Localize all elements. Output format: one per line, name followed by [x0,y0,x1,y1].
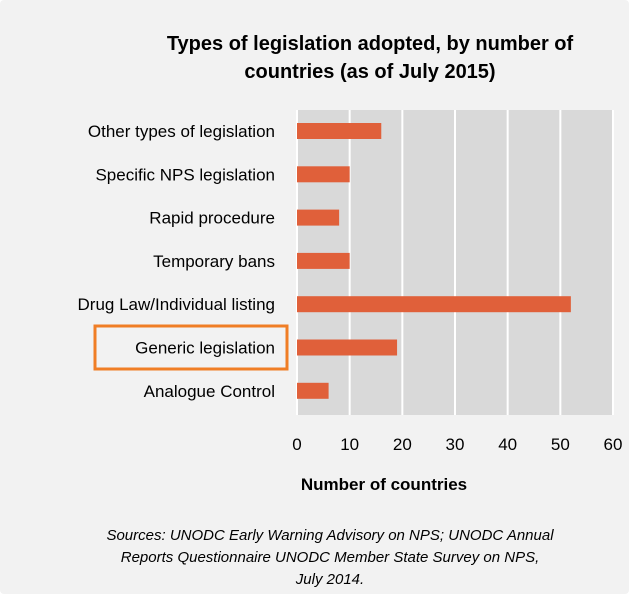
category-label: Specific NPS legislation [95,165,275,184]
category-label: Rapid procedure [149,209,275,228]
category-label: Other types of legislation [88,122,275,141]
category-labels: Other types of legislation Specific NPS l… [78,122,276,401]
x-axis-label: Number of countries [301,475,467,494]
bar [297,166,350,183]
x-tick-label: 60 [604,435,623,454]
bar [297,123,382,139]
bar [297,209,340,226]
x-tick-label: 30 [446,435,465,454]
x-tick-label: 0 [292,435,301,454]
category-label: Analogue Control [144,382,275,401]
x-tick-label: 10 [340,435,359,454]
bar [297,339,398,356]
x-tick-label: 20 [393,435,412,454]
x-tick-labels: 0 10 20 30 40 50 60 [292,435,622,454]
bar [297,252,350,269]
sources-note: Sources: UNODC Early Warning Advisory on… [106,527,554,588]
bars [297,123,571,399]
category-label: Drug Law/Individual listing [78,295,276,314]
bar [297,296,571,313]
category-label: Temporary bans [153,252,275,271]
chart-title: Types of legislation adopted, by number … [166,33,574,83]
x-tick-label: 40 [498,435,517,454]
category-label: Generic legislation [135,339,275,358]
x-tick-label: 50 [551,435,570,454]
highlight-box [93,324,289,371]
bar [297,382,329,399]
